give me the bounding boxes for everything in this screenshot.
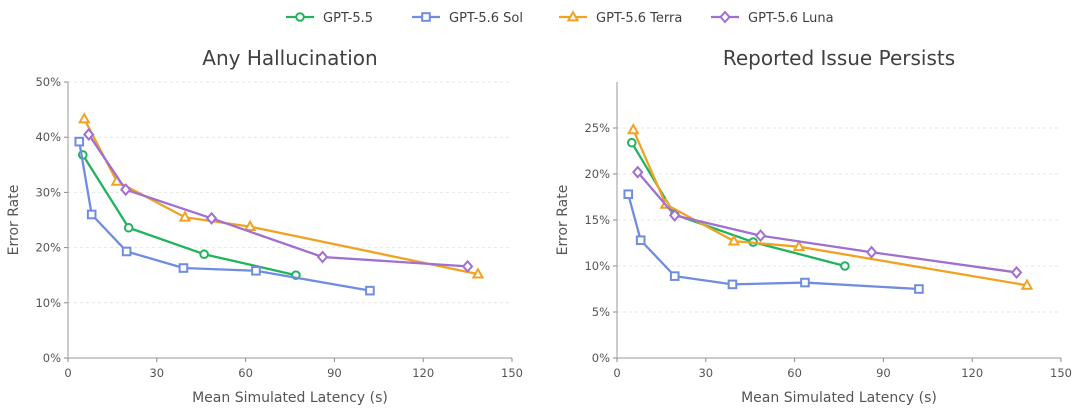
legend: GPT-5.5 GPT-5.6 Sol GPT-5.6 Terra GPT-5.6 L… — [286, 10, 834, 26]
x-tick-label: 90 — [327, 366, 342, 380]
x-tick-label: 120 — [961, 366, 983, 380]
y-axis-label: Error Rate — [555, 185, 571, 256]
y-tick-label: 25% — [584, 121, 610, 135]
series-gpt-5-6-terra — [77, 112, 485, 279]
y-tick-label: 5% — [592, 305, 610, 319]
legend-label: GPT-5.6 Sol — [449, 11, 523, 26]
data-point-gpt-5-6-sol — [914, 284, 924, 294]
data-point-gpt-5-6-luna — [865, 245, 878, 259]
data-point-gpt-5-6-terra — [243, 219, 257, 232]
y-tick-label: 20% — [584, 167, 610, 181]
data-point-gpt-5-6-sol — [623, 189, 634, 200]
legend-marker — [566, 10, 580, 22]
legend-entry-gpt-5-6-terra: GPT-5.6 Terra — [559, 10, 682, 26]
x-tick-label: 0 — [613, 366, 620, 380]
chart-reported-issue-persists: 0% 5% 10% 15% 20% 25% 0 30 60 90 120 150 Reported Is… — [555, 46, 1072, 406]
y-tick-label: 0% — [592, 351, 610, 365]
y-tick-label: 30% — [35, 185, 61, 199]
legend-label: GPT-5.5 — [323, 11, 373, 26]
x-tick-label: 60 — [238, 366, 253, 380]
legend-entry-gpt-5-6-luna: GPT-5.6 Luna — [711, 10, 834, 26]
y-tick-label: 10% — [35, 296, 61, 310]
series-gpt-5-6-sol — [623, 189, 924, 294]
data-point-gpt-5-6-sol — [178, 263, 189, 273]
x-tick-label: 30 — [698, 366, 713, 380]
x-tick-label: 60 — [787, 366, 802, 380]
data-point-gpt-5-6-sol — [121, 246, 132, 257]
data-point-gpt-5-6-luna — [82, 127, 95, 141]
y-axis-label: Error Rate — [6, 185, 22, 256]
data-point-gpt-5-5 — [123, 222, 134, 233]
data-point-gpt-5-6-luna — [631, 165, 644, 179]
data-point-gpt-5-6-sol — [669, 271, 680, 281]
data-point-gpt-5-5 — [627, 137, 637, 148]
series-gpt-5-6-terra — [626, 122, 1034, 290]
x-tick-label: 150 — [501, 366, 523, 380]
series-gpt-5-6-sol — [74, 136, 375, 296]
data-point-gpt-5-6-sol — [251, 265, 261, 276]
data-point-gpt-5-6-terra — [626, 122, 640, 135]
data-point-gpt-5-6-luna — [205, 211, 218, 225]
chart-any-hallucination: 0% 10% 20% 30% 40% 50% 0 30 60 90 120 150 Any Halluc… — [6, 46, 523, 406]
series-line-gpt-5-6-sol — [78, 141, 371, 292]
y-tick-label: 20% — [35, 241, 61, 255]
data-point-gpt-5-6-sol — [86, 209, 97, 220]
data-point-gpt-5-6-sol — [365, 285, 375, 296]
x-tick-label: 150 — [1050, 366, 1072, 380]
x-axis-label: Mean Simulated Latency (s) — [192, 390, 388, 406]
data-point-gpt-5-6-luna — [668, 208, 681, 222]
x-tick-label: 30 — [149, 366, 164, 380]
data-point-gpt-5-6-sol — [727, 279, 738, 290]
data-point-gpt-5-6-sol — [635, 235, 646, 246]
chart-title: Any Hallucination — [202, 46, 377, 70]
data-point-gpt-5-6-luna — [119, 183, 132, 197]
data-point-gpt-5-6-luna — [754, 229, 767, 243]
y-tick-label: 40% — [35, 130, 61, 144]
legend-marker — [421, 12, 431, 22]
legend-label: GPT-5.6 Luna — [748, 11, 834, 26]
legend-marker — [295, 12, 305, 22]
series-line-gpt-5-6-sol — [627, 193, 919, 291]
series-gpt-5-6-luna — [82, 127, 474, 273]
x-tick-label: 90 — [876, 366, 891, 380]
series-line-gpt-5-5 — [630, 142, 846, 268]
x-tick-label: 120 — [412, 366, 434, 380]
y-tick-label: 50% — [35, 75, 61, 89]
data-point-gpt-5-5 — [840, 261, 850, 271]
chart-title: Reported Issue Persists — [723, 46, 955, 70]
data-point-gpt-5-6-luna — [1010, 265, 1023, 279]
series-gpt-5-6-luna — [631, 165, 1023, 279]
legend-label: GPT-5.6 Terra — [596, 11, 682, 26]
data-point-gpt-5-6-terra — [792, 239, 806, 252]
y-tick-label: 0% — [43, 351, 61, 365]
data-point-gpt-5-6-luna — [316, 250, 329, 264]
legend-marker — [719, 10, 731, 24]
x-axis-label: Mean Simulated Latency (s) — [741, 390, 937, 406]
data-point-gpt-5-6-sol — [800, 277, 810, 288]
data-point-gpt-5-6-terra — [1020, 278, 1034, 290]
legend-entry-gpt-5-6-sol: GPT-5.6 Sol — [412, 11, 523, 26]
data-point-gpt-5-6-terra — [727, 234, 741, 246]
series-line-gpt-5-5 — [81, 154, 297, 277]
y-tick-label: 15% — [584, 213, 610, 227]
data-point-gpt-5-6-terra — [77, 112, 91, 124]
x-tick-label: 0 — [64, 366, 71, 380]
legend-entry-gpt-5-5: GPT-5.5 — [286, 11, 373, 26]
data-point-gpt-5-6-luna — [461, 259, 474, 273]
data-point-gpt-5-5 — [199, 249, 209, 260]
data-point-gpt-5-6-sol — [74, 136, 85, 147]
data-point-gpt-5-6-terra — [178, 210, 192, 222]
y-tick-label: 10% — [584, 259, 610, 273]
series-line-gpt-5-6-luna — [87, 133, 468, 268]
data-point-gpt-5-6-terra — [471, 267, 485, 279]
